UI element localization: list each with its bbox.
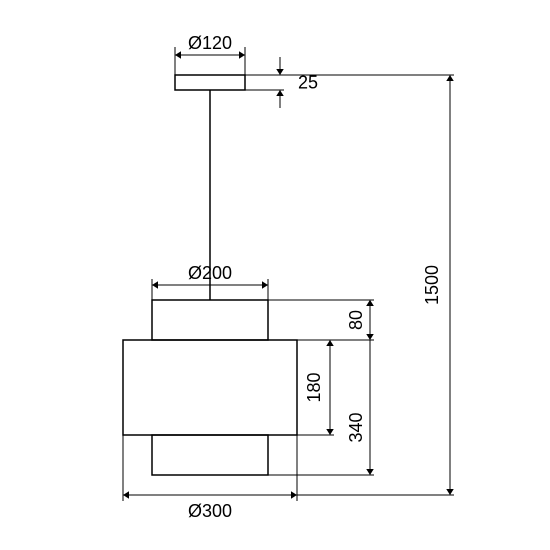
dim-label-inner_top_diameter: Ø200 <box>188 263 232 283</box>
dim-label-outer_height: 180 <box>304 372 324 402</box>
dim-label-overall_height: 1500 <box>422 265 442 305</box>
dim-label-base_diameter: Ø300 <box>188 501 232 521</box>
dim-label-shade_total_height: 340 <box>346 412 366 442</box>
dim-label-inner_top_height: 80 <box>346 310 366 330</box>
dim-label-canopy_diameter: Ø120 <box>188 33 232 53</box>
